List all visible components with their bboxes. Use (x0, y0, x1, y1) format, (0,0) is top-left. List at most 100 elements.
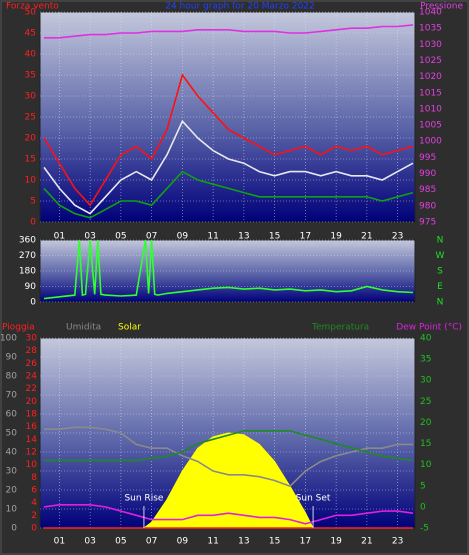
y-tick-label: 0 (11, 524, 17, 534)
y2-tick-label: 1040 (419, 8, 442, 18)
y2-tick-label: E (437, 282, 443, 292)
y2-tick-label: 10 (420, 460, 432, 470)
legend-label: Pioggia (2, 323, 35, 333)
y3-tick-label: 0 (31, 524, 37, 534)
x-tick-label: 23 (392, 232, 403, 242)
y2-tick-label: -5 (420, 524, 429, 534)
legend-label: Umidita (66, 323, 101, 333)
x-tick-label: 13 (238, 232, 249, 242)
y2-tick-label: 990 (419, 169, 436, 179)
x-tick-label: 17 (300, 537, 311, 547)
x-tick-label: 15 (269, 232, 280, 242)
y2-tick-label: 35 (420, 355, 431, 365)
y-tick-label: 90 (6, 353, 18, 363)
y-tick-label: 50 (6, 429, 18, 439)
y2-tick-label: 1015 (419, 88, 442, 98)
y2-tick-label: 25 (420, 397, 431, 407)
x-tick-label: 19 (330, 537, 342, 547)
x-tick-label: 01 (54, 537, 65, 547)
chart-title: 24 hour graph for 20 Marzo 2022 (165, 2, 315, 12)
line (44, 426, 413, 488)
y3-tick-label: 20 (26, 397, 38, 407)
line (44, 24, 414, 39)
line (43, 170, 414, 219)
x-tick-label: 21 (361, 537, 372, 547)
y-tick-label: 10 (6, 505, 18, 515)
x-tick-label: 13 (238, 537, 249, 547)
y2-tick-label: 1020 (419, 72, 442, 82)
legend-label: Solar (118, 323, 141, 333)
x-tick-label: 03 (84, 232, 95, 242)
y3-tick-label: 22 (26, 384, 37, 394)
x-tick-label: 09 (177, 537, 189, 547)
y-tick-label: 80 (6, 372, 18, 382)
y2-tick-label: 980 (419, 201, 436, 211)
y2-tick-label: N (437, 236, 444, 246)
y3-tick-label: 2 (31, 511, 37, 521)
y-tick-label: 0 (30, 218, 36, 228)
y-tick-label: 40 (25, 50, 37, 60)
y-tick-label: 10 (25, 176, 37, 186)
legend-label: Temperatura (311, 323, 369, 333)
x-tick-label: 09 (177, 232, 189, 242)
y2-axis-label: Pressione (420, 2, 463, 12)
x-tick-label: 15 (269, 537, 280, 547)
y-tick-label: 60 (6, 410, 18, 420)
y2-tick-label: 1005 (419, 121, 442, 131)
line (44, 430, 414, 462)
y-tick-label: 30 (25, 92, 37, 102)
x-tick-label: 05 (115, 232, 126, 242)
y2-tick-label: 985 (419, 185, 436, 195)
x-tick-label: 07 (146, 232, 157, 242)
y3-tick-label: 10 (26, 460, 38, 470)
y3-tick-label: 28 (26, 346, 38, 356)
y3-tick-label: 30 (26, 334, 38, 344)
x-tick-label: 11 (207, 537, 218, 547)
x-tick-label: 01 (54, 232, 65, 242)
y2-tick-label: 1000 (419, 137, 442, 147)
area (44, 432, 413, 529)
y2-tick-label: 1010 (419, 104, 442, 114)
y2-tick-label: N (437, 298, 444, 308)
y2-tick-label: 20 (420, 418, 432, 428)
y-tick-label: 25 (25, 113, 36, 123)
y3-tick-label: 26 (26, 359, 38, 369)
y2-tick-label: 15 (420, 439, 431, 449)
y-tick-label: 40 (6, 448, 18, 458)
y2-tick-label: S (437, 267, 443, 277)
y-tick-label: 70 (6, 391, 18, 401)
y-tick-label: 30 (6, 467, 18, 477)
y-tick-label: 90 (25, 282, 37, 292)
y2-tick-label: 40 (420, 334, 432, 344)
y-tick-label: 0 (30, 298, 36, 308)
y-tick-label: 20 (25, 134, 37, 144)
y2-tick-label: 995 (419, 153, 436, 163)
y3-tick-label: 24 (26, 372, 38, 382)
y-tick-label: 35 (25, 71, 36, 81)
x-tick-label: 17 (300, 232, 311, 242)
x-tick-label: 11 (207, 232, 218, 242)
legend-label: Dew Point (°C) (396, 323, 462, 333)
annotation: Sun Rise (124, 494, 163, 504)
line (43, 239, 414, 300)
y3-tick-label: 18 (26, 410, 38, 420)
y3-tick-label: 12 (26, 448, 37, 458)
y-tick-label: 20 (6, 486, 18, 496)
y-tick-label: 270 (19, 251, 36, 261)
y2-tick-label: 30 (420, 376, 432, 386)
x-tick-label: 21 (361, 232, 372, 242)
y3-tick-label: 8 (31, 473, 37, 483)
line (43, 119, 414, 215)
y3-tick-label: 6 (31, 486, 37, 496)
y2-tick-label: 975 (419, 218, 436, 228)
line (43, 73, 414, 207)
y-tick-label: 100 (0, 334, 17, 344)
x-tick-label: 03 (84, 537, 95, 547)
y3-tick-label: 4 (31, 498, 37, 508)
y-axis-label: Forza vento (6, 2, 59, 12)
x-tick-label: 23 (392, 537, 403, 547)
y-tick-label: 5 (30, 197, 36, 207)
y2-tick-label: 0 (420, 502, 426, 512)
